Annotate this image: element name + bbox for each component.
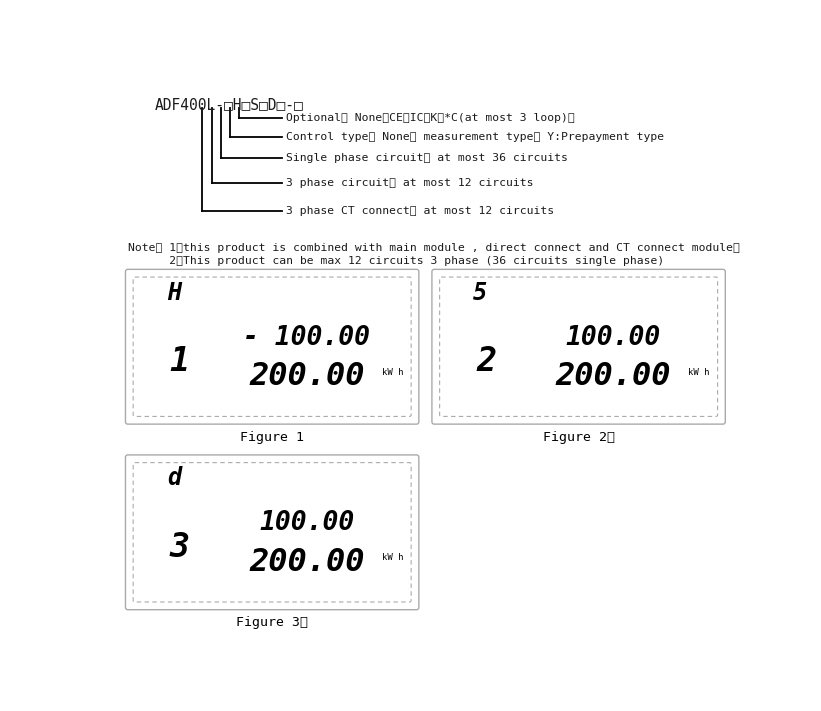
Text: Figure 1: Figure 1 — [241, 431, 304, 444]
Text: 5: 5 — [474, 281, 488, 305]
Text: Figure 3。: Figure 3。 — [236, 616, 308, 629]
Text: Optional： None、CE、IC、K、*C(at most 3 loop)；: Optional： None、CE、IC、K、*C(at most 3 loop… — [286, 112, 575, 123]
FancyBboxPatch shape — [432, 269, 725, 424]
Text: Figure 2。: Figure 2。 — [543, 431, 615, 444]
Text: kW h: kW h — [688, 368, 710, 377]
Text: 2: 2 — [476, 346, 496, 378]
Text: 3 phase CT connect： at most 12 circuits: 3 phase CT connect： at most 12 circuits — [286, 205, 553, 216]
Text: 1: 1 — [170, 346, 190, 378]
FancyBboxPatch shape — [126, 455, 419, 610]
Text: 200.00: 200.00 — [556, 361, 671, 392]
Text: kW h: kW h — [382, 368, 403, 377]
Text: 100.00: 100.00 — [566, 325, 661, 351]
Text: Control type： None： measurement type； Y:Prepayment type: Control type： None： measurement type； Y:… — [286, 132, 663, 142]
Text: H: H — [167, 281, 181, 305]
Text: 100.00: 100.00 — [259, 510, 355, 536]
Text: kW h: kW h — [382, 553, 403, 562]
Text: - 100.00: - 100.00 — [243, 325, 370, 351]
Text: 3: 3 — [170, 531, 190, 564]
Text: 3 phase circuit： at most 12 circuits: 3 phase circuit： at most 12 circuits — [286, 178, 533, 188]
Text: ADF400L-□H□S□D□-□: ADF400L-□H□S□D□-□ — [154, 97, 304, 112]
Text: d: d — [167, 466, 181, 491]
Text: Note： 1、this product is combined with main module , direct connect and CT connec: Note： 1、this product is combined with ma… — [128, 243, 740, 253]
Text: 2、This product can be max 12 circuits 3 phase (36 circuits single phase): 2、This product can be max 12 circuits 3 … — [128, 256, 664, 266]
Text: Single phase circuit： at most 36 circuits: Single phase circuit： at most 36 circuit… — [286, 154, 567, 164]
Text: 200.00: 200.00 — [249, 547, 365, 578]
FancyBboxPatch shape — [126, 269, 419, 424]
Text: 200.00: 200.00 — [249, 361, 365, 392]
